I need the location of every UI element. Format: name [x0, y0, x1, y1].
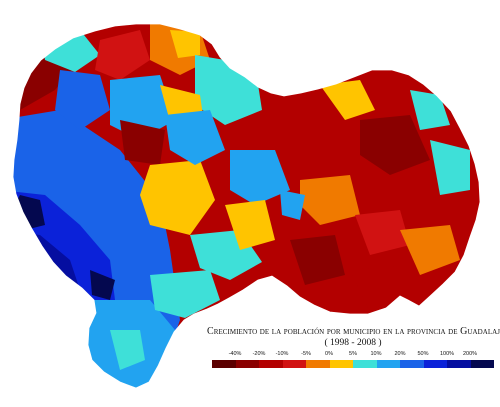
legend-label: 5% [349, 351, 357, 357]
legend-label: 100% [439, 351, 455, 357]
legend-swatch [329, 360, 353, 368]
region-south-cyan-2 [150, 270, 220, 318]
province-outline [12, 23, 481, 389]
legend-label: -20% [252, 351, 266, 357]
region-center-east-yellow [225, 200, 275, 250]
region-south-cyan-1 [110, 330, 145, 370]
map-title: Crecimiento de la población por municipi… [207, 326, 500, 337]
region-north-red [95, 30, 150, 80]
legend-swatch [353, 360, 377, 368]
legend-swatch [423, 360, 447, 368]
region-east-darkred [360, 115, 430, 175]
legend-swatch [400, 360, 424, 368]
legend-labels: -40% -20% -10% -5% 0% 5% 10% 20% 50% 100… [212, 350, 494, 360]
region-east-cyan-2 [430, 140, 470, 195]
legend-label: -40% [228, 351, 242, 357]
region-center-east-blue [230, 150, 290, 205]
region-northwest-blue [55, 70, 110, 130]
legend-label: 10% [370, 351, 382, 357]
region-east-cyan-1 [410, 90, 450, 130]
legend-swatch [447, 360, 471, 368]
legend-swatch [282, 360, 306, 368]
legend-swatch [306, 360, 330, 368]
legend-label: -10% [275, 351, 289, 357]
legend-label: -5% [301, 351, 311, 357]
region-east-red-2 [355, 210, 410, 255]
region-south-darkest [90, 270, 115, 300]
legend-swatch [259, 360, 283, 368]
region-north-yellow-1 [170, 30, 200, 58]
region-center-darkred [120, 120, 165, 165]
region-southeast-darkred [290, 235, 345, 285]
legend-swatch [376, 360, 400, 368]
legend: -40% -20% -10% -5% 0% 5% 10% 20% 50% 100… [212, 350, 494, 372]
region-east-blue [280, 190, 305, 220]
map-subtitle: ( 1998 - 2008 ) [324, 338, 382, 348]
region-east-orange-1 [300, 175, 360, 225]
legend-swatch [212, 360, 236, 368]
region-center-yellow [140, 160, 215, 235]
region-center-blue [165, 110, 225, 165]
legend-swatch [470, 360, 494, 368]
legend-swatch [235, 360, 259, 368]
legend-label: 50% [417, 351, 429, 357]
region-east-orange-2 [400, 225, 460, 275]
legend-label: 0% [325, 351, 333, 357]
legend-label: 200% [462, 351, 478, 357]
legend-label: 20% [394, 351, 406, 357]
legend-color-bar [212, 360, 494, 368]
region-east-yellow [320, 80, 375, 120]
region-west-darkest [13, 195, 45, 230]
